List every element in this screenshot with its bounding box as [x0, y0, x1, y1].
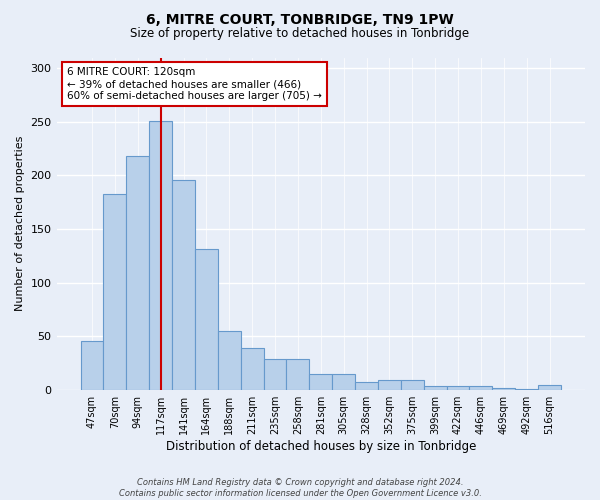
Bar: [172, 180, 195, 390]
Bar: [195, 250, 218, 390]
Bar: [493, 388, 515, 390]
Bar: [241, 348, 263, 390]
Bar: [80, 340, 103, 390]
Bar: [378, 380, 401, 390]
Bar: [218, 331, 241, 390]
Bar: [424, 386, 446, 390]
Bar: [310, 374, 332, 390]
Text: 6 MITRE COURT: 120sqm
← 39% of detached houses are smaller (466)
60% of semi-det: 6 MITRE COURT: 120sqm ← 39% of detached …: [67, 68, 322, 100]
Text: Size of property relative to detached houses in Tonbridge: Size of property relative to detached ho…: [130, 28, 470, 40]
Bar: [332, 374, 355, 390]
Bar: [263, 359, 286, 390]
Text: 6, MITRE COURT, TONBRIDGE, TN9 1PW: 6, MITRE COURT, TONBRIDGE, TN9 1PW: [146, 12, 454, 26]
Bar: [446, 386, 469, 390]
X-axis label: Distribution of detached houses by size in Tonbridge: Distribution of detached houses by size …: [166, 440, 476, 453]
Bar: [515, 389, 538, 390]
Bar: [401, 380, 424, 390]
Bar: [127, 156, 149, 390]
Bar: [469, 386, 493, 390]
Bar: [355, 382, 378, 390]
Y-axis label: Number of detached properties: Number of detached properties: [15, 136, 25, 312]
Bar: [149, 121, 172, 390]
Bar: [103, 194, 127, 390]
Text: Contains HM Land Registry data © Crown copyright and database right 2024.
Contai: Contains HM Land Registry data © Crown c…: [119, 478, 481, 498]
Bar: [538, 384, 561, 390]
Bar: [286, 359, 310, 390]
